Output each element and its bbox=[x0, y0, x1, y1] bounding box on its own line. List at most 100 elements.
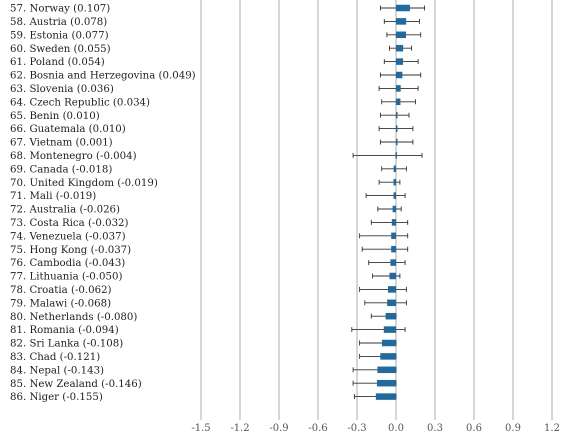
row-label: 82. Sri Lanka (-0.108) bbox=[10, 338, 123, 350]
chart-row: 84. Nepal (-0.143) bbox=[10, 364, 397, 376]
row-label: 68. Montenegro (-0.004) bbox=[10, 150, 137, 162]
x-tick-label: -0.9 bbox=[269, 423, 288, 434]
value-bar bbox=[396, 71, 403, 79]
x-tick-label: -0.6 bbox=[308, 423, 327, 434]
row-label: 77. Lithuania (-0.050) bbox=[10, 271, 122, 283]
value-bar bbox=[396, 85, 401, 92]
chart-row: 69. Canada (-0.018) bbox=[10, 163, 407, 175]
value-bar bbox=[395, 152, 397, 159]
row-label: 84. Nepal (-0.143) bbox=[10, 364, 104, 376]
chart-row: 82. Sri Lanka (-0.108) bbox=[10, 338, 397, 350]
value-bar bbox=[392, 205, 396, 213]
x-tick-label: -0.3 bbox=[347, 423, 366, 434]
row-label: 86. Niger (-0.155) bbox=[10, 391, 103, 403]
x-tick-label: -1.2 bbox=[230, 423, 249, 434]
chart-row: 78. Croatia (-0.062) bbox=[10, 284, 407, 296]
row-label: 66. Guatemala (0.010) bbox=[10, 123, 126, 135]
value-bar bbox=[375, 393, 396, 400]
value-bar bbox=[391, 219, 396, 226]
chart-row: 61. Poland (0.054) bbox=[10, 56, 419, 68]
value-bar bbox=[389, 272, 396, 280]
x-tick-label: 0.6 bbox=[466, 423, 482, 434]
row-label: 80. Netherlands (-0.080) bbox=[10, 311, 137, 323]
value-bar bbox=[387, 286, 396, 293]
value-bar bbox=[396, 111, 398, 119]
chart-row: 68. Montenegro (-0.004) bbox=[10, 150, 423, 162]
row-label: 60. Sweden (0.055) bbox=[10, 43, 111, 55]
value-bar bbox=[396, 98, 401, 106]
value-bar bbox=[396, 58, 404, 65]
value-bar bbox=[393, 165, 396, 173]
value-bar bbox=[390, 259, 396, 266]
chart-row: 59. Estonia (0.077) bbox=[10, 29, 422, 41]
row-label: 76. Cambodia (-0.043) bbox=[10, 257, 125, 269]
row-label: 72. Australia (-0.026) bbox=[10, 204, 120, 216]
chart-row: 71. Mali (-0.019) bbox=[10, 190, 406, 202]
row-label: 61. Poland (0.054) bbox=[10, 56, 105, 68]
chart-row: 76. Cambodia (-0.043) bbox=[10, 257, 406, 269]
chart-row: 65. Benin (0.010) bbox=[10, 110, 410, 122]
value-bar bbox=[383, 326, 396, 333]
row-label: 83. Chad (-0.121) bbox=[10, 351, 100, 363]
row-label: 78. Croatia (-0.062) bbox=[10, 284, 112, 296]
chart-rows: 57. Norway (0.107)58. Austria (0.078)59.… bbox=[10, 3, 426, 403]
chart-row: 60. Sweden (0.055) bbox=[10, 43, 413, 55]
row-label: 71. Mali (-0.019) bbox=[10, 190, 96, 202]
gridlines bbox=[200, 0, 553, 420]
value-bar bbox=[377, 366, 396, 374]
x-tick-label: 0.3 bbox=[427, 423, 443, 434]
row-label: 75. Hong Kong (-0.037) bbox=[10, 244, 131, 256]
value-bar bbox=[387, 299, 396, 307]
value-bar bbox=[393, 192, 396, 199]
row-label: 62. Bosnia and Herzegovina (0.049) bbox=[10, 70, 196, 82]
value-bar bbox=[380, 353, 396, 360]
row-label: 79. Malawi (-0.068) bbox=[10, 297, 111, 309]
row-label: 63. Slovenia (0.036) bbox=[10, 83, 114, 95]
chart-row: 79. Malawi (-0.068) bbox=[10, 297, 407, 309]
chart-row: 72. Australia (-0.026) bbox=[10, 204, 402, 216]
value-bar bbox=[396, 31, 407, 39]
row-label: 69. Canada (-0.018) bbox=[10, 163, 112, 175]
row-label: 65. Benin (0.010) bbox=[10, 110, 100, 122]
value-bar bbox=[391, 245, 396, 253]
chart-row: 57. Norway (0.107) bbox=[10, 3, 426, 15]
chart-row: 62. Bosnia and Herzegovina (0.049) bbox=[10, 70, 422, 82]
value-bar bbox=[396, 18, 407, 25]
row-label: 67. Vietnam (0.001) bbox=[10, 137, 113, 149]
row-label: 74. Venezuela (-0.037) bbox=[10, 230, 126, 242]
row-label: 73. Costa Rica (-0.032) bbox=[10, 217, 129, 229]
x-tick-label: -1.5 bbox=[191, 423, 210, 434]
chart-row: 80. Netherlands (-0.080) bbox=[10, 311, 397, 323]
row-label: 85. New Zealand (-0.146) bbox=[10, 378, 142, 390]
value-bar bbox=[396, 44, 404, 52]
value-bar bbox=[396, 125, 398, 132]
chart-row: 75. Hong Kong (-0.037) bbox=[10, 244, 409, 256]
chart-row: 58. Austria (0.078) bbox=[10, 16, 420, 28]
x-tick-label: 0.9 bbox=[505, 423, 521, 434]
value-bar bbox=[381, 339, 396, 347]
row-label: 81. Romania (-0.094) bbox=[10, 324, 119, 336]
value-bar bbox=[377, 379, 396, 387]
chart-row: 85. New Zealand (-0.146) bbox=[10, 378, 397, 390]
value-bar bbox=[393, 178, 396, 186]
chart-row: 74. Venezuela (-0.037) bbox=[10, 230, 409, 242]
row-label: 64. Czech Republic (0.034) bbox=[10, 96, 150, 108]
chart-row: 70. United Kingdom (-0.019) bbox=[10, 177, 401, 189]
chart-row: 64. Czech Republic (0.034) bbox=[10, 96, 416, 108]
x-tick-label: 0.0 bbox=[388, 423, 404, 434]
chart-row: 63. Slovenia (0.036) bbox=[10, 83, 419, 95]
value-bar bbox=[385, 312, 396, 320]
value-bar bbox=[391, 232, 396, 240]
chart-row: 67. Vietnam (0.001) bbox=[10, 137, 414, 149]
chart-row: 86. Niger (-0.155) bbox=[10, 391, 397, 403]
x-tick-label: 1.2 bbox=[544, 423, 560, 434]
row-label: 59. Estonia (0.077) bbox=[10, 29, 109, 41]
value-bar bbox=[396, 4, 410, 12]
chart-row: 66. Guatemala (0.010) bbox=[10, 123, 414, 135]
chart-row: 81. Romania (-0.094) bbox=[10, 324, 406, 336]
chart-row: 83. Chad (-0.121) bbox=[10, 351, 397, 363]
chart-row: 73. Costa Rica (-0.032) bbox=[10, 217, 409, 229]
row-label: 70. United Kingdom (-0.019) bbox=[10, 177, 158, 189]
chart-row: 77. Lithuania (-0.050) bbox=[10, 271, 401, 283]
